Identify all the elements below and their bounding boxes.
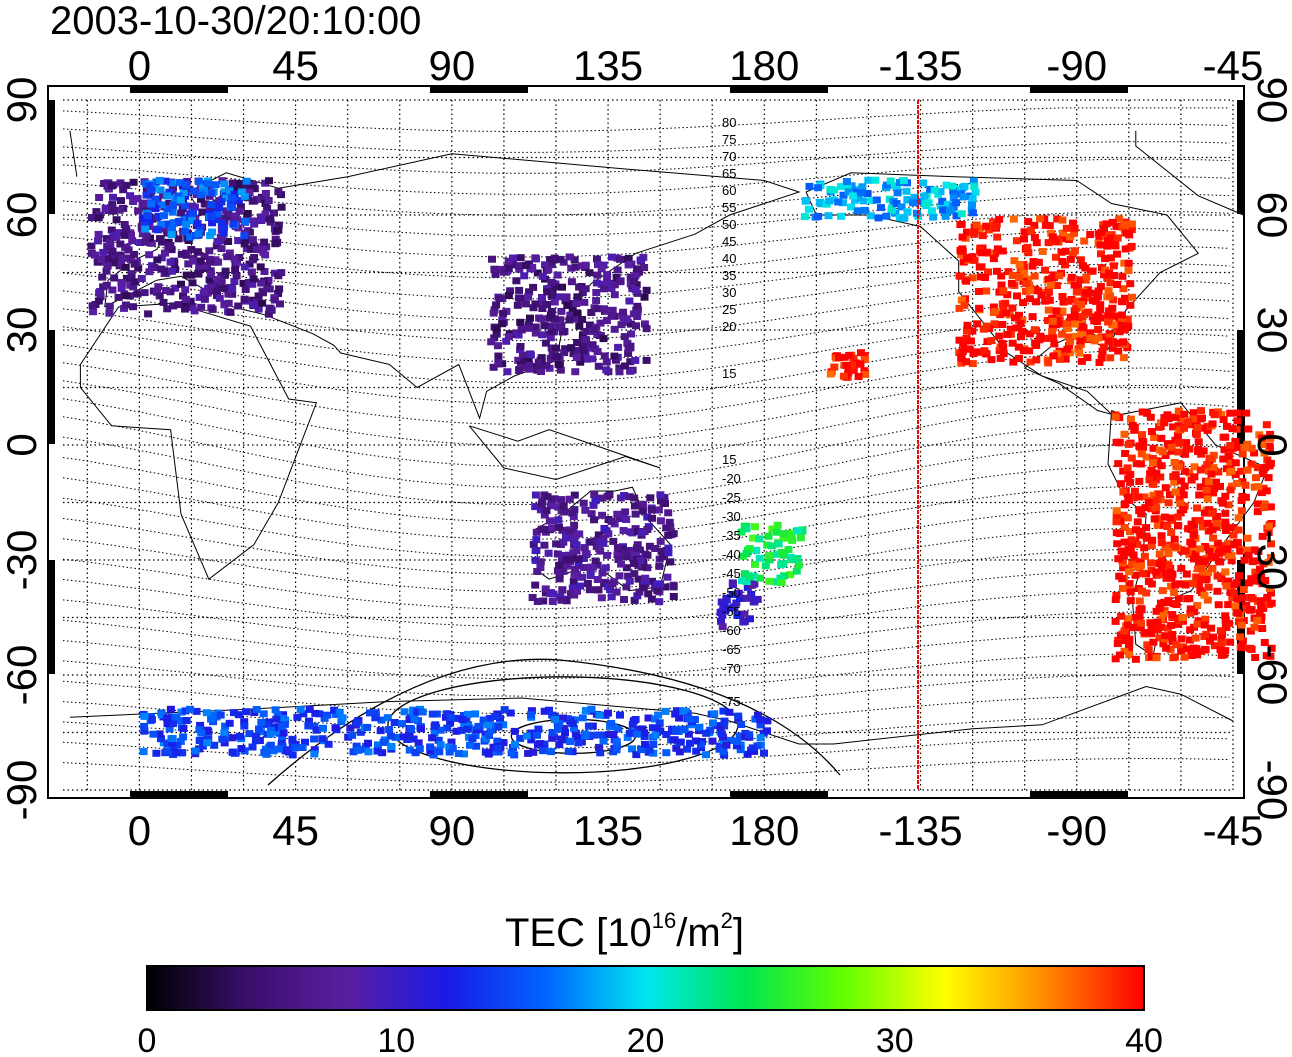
colorbar-title: TEC [1016/m2] [505,908,744,955]
left-latitude-labels: 90 60 30 0 -30 -60 -90 [0,77,45,821]
lon-tick-label: -45 [1203,807,1264,854]
bottom-longitude-labels: 0 45 90 135 180 -135 -90 -45 [128,807,1264,854]
colorbar [146,965,1145,1011]
contour-labels: 80 75 70 65 60 55 50 45 40 35 30 25 20 15 15 -20 -25 -30 -… [722,115,741,709]
contour-label: 80 [722,115,736,130]
lat-tick-label-right: 0 [1249,433,1292,456]
lon-tick-label: -135 [879,42,963,89]
lon-tick-label: 0 [128,42,151,89]
tec-data-cells [87,176,1276,759]
lon-tick-label: -135 [879,807,963,854]
lon-tick-label: 45 [272,807,319,854]
contour-label: -40 [722,547,741,562]
lon-tick-label: 180 [729,807,799,854]
tec-region [716,579,762,631]
contour-label: -65 [722,642,741,657]
contour-label: 15 [722,366,736,381]
lat-tick-label-left: -30 [0,530,45,591]
contour-label: 75 [722,132,736,147]
contour-label: 25 [722,302,736,317]
lon-tick-label: 135 [573,807,643,854]
contour-label: 35 [722,268,736,283]
tec-region [1111,407,1276,663]
contour-label: -45 [722,566,741,581]
tec-region [826,349,870,381]
lat-tick-label-left: 0 [0,433,45,456]
contour-label: -55 [722,604,741,619]
contour-label: 65 [722,166,736,181]
lat-tick-label-right: 60 [1249,192,1292,239]
timestamp-title: 2003-10-30/20:10:00 [50,0,421,43]
contour-label: 45 [722,234,736,249]
lat-tick-label-left: -60 [0,645,45,706]
colorbar-tick-label: 0 [138,1022,157,1057]
lon-tick-label: -90 [1046,42,1107,89]
lon-tick-label: 90 [428,42,475,89]
contour-label: -50 [722,585,741,600]
lon-tick-label: -45 [1203,42,1264,89]
colorbar-tick-labels: 0 10 20 30 40 [138,1022,1163,1057]
lon-tick-label: 180 [729,42,799,89]
lat-tick-label-right: -60 [1249,645,1292,706]
contour-label: -70 [722,661,741,676]
lat-tick-label-left: 60 [0,192,45,239]
right-latitude-labels: 90 60 30 0 -30 -60 -90 [1249,77,1292,821]
contour-label: -30 [722,509,741,524]
colorbar-tick-label: 20 [627,1022,665,1057]
colorbar-tick-label: 10 [377,1022,415,1057]
tec-region [487,253,651,376]
contour-label: 60 [722,183,736,198]
lat-tick-label-left: -90 [0,760,45,821]
lat-tick-label-right: 90 [1249,77,1292,124]
contour-label: -35 [722,528,741,543]
colorbar-title-end: ] [733,911,744,955]
lat-tick-label-right: -90 [1249,760,1292,821]
tec-region [737,521,807,586]
lat-tick-label-left: 90 [0,77,45,124]
contour-label: -20 [722,471,741,486]
contour-label: 50 [722,217,736,232]
contour-label: 70 [722,149,736,164]
colorbar-title-mid: /m [676,911,720,955]
lon-tick-label: -90 [1046,807,1107,854]
tec-region [955,215,1137,368]
contour-label: -60 [722,623,741,638]
contour-label: -25 [722,490,741,505]
top-longitude-labels: 0 45 90 135 180 -135 -90 -45 [128,42,1264,89]
contour-label: 30 [722,285,736,300]
contour-label: 55 [722,200,736,215]
lon-tick-label: 135 [573,42,643,89]
tec-region [800,176,980,222]
contour-label: 40 [722,251,736,266]
colorbar-tick-label: 40 [1125,1022,1163,1057]
tec-region [528,491,678,606]
lat-tick-label-right: -30 [1249,530,1292,591]
colorbar-title-exp1: 16 [652,908,676,933]
lon-tick-label: 45 [272,42,319,89]
colorbar-title-exp2: 2 [721,908,733,933]
lon-tick-label: 90 [428,807,475,854]
contour-label: -75 [722,694,741,709]
colorbar-tick-label: 30 [876,1022,914,1057]
contour-label: 15 [722,452,736,467]
colorbar-title-main: TEC [10 [505,911,652,955]
contour-label: 20 [722,319,736,334]
tec-region [139,705,772,759]
lon-tick-label: 0 [128,807,151,854]
lat-tick-label-right: 30 [1249,307,1292,354]
tec-region [139,176,251,241]
lat-tick-label-left: 30 [0,307,45,354]
